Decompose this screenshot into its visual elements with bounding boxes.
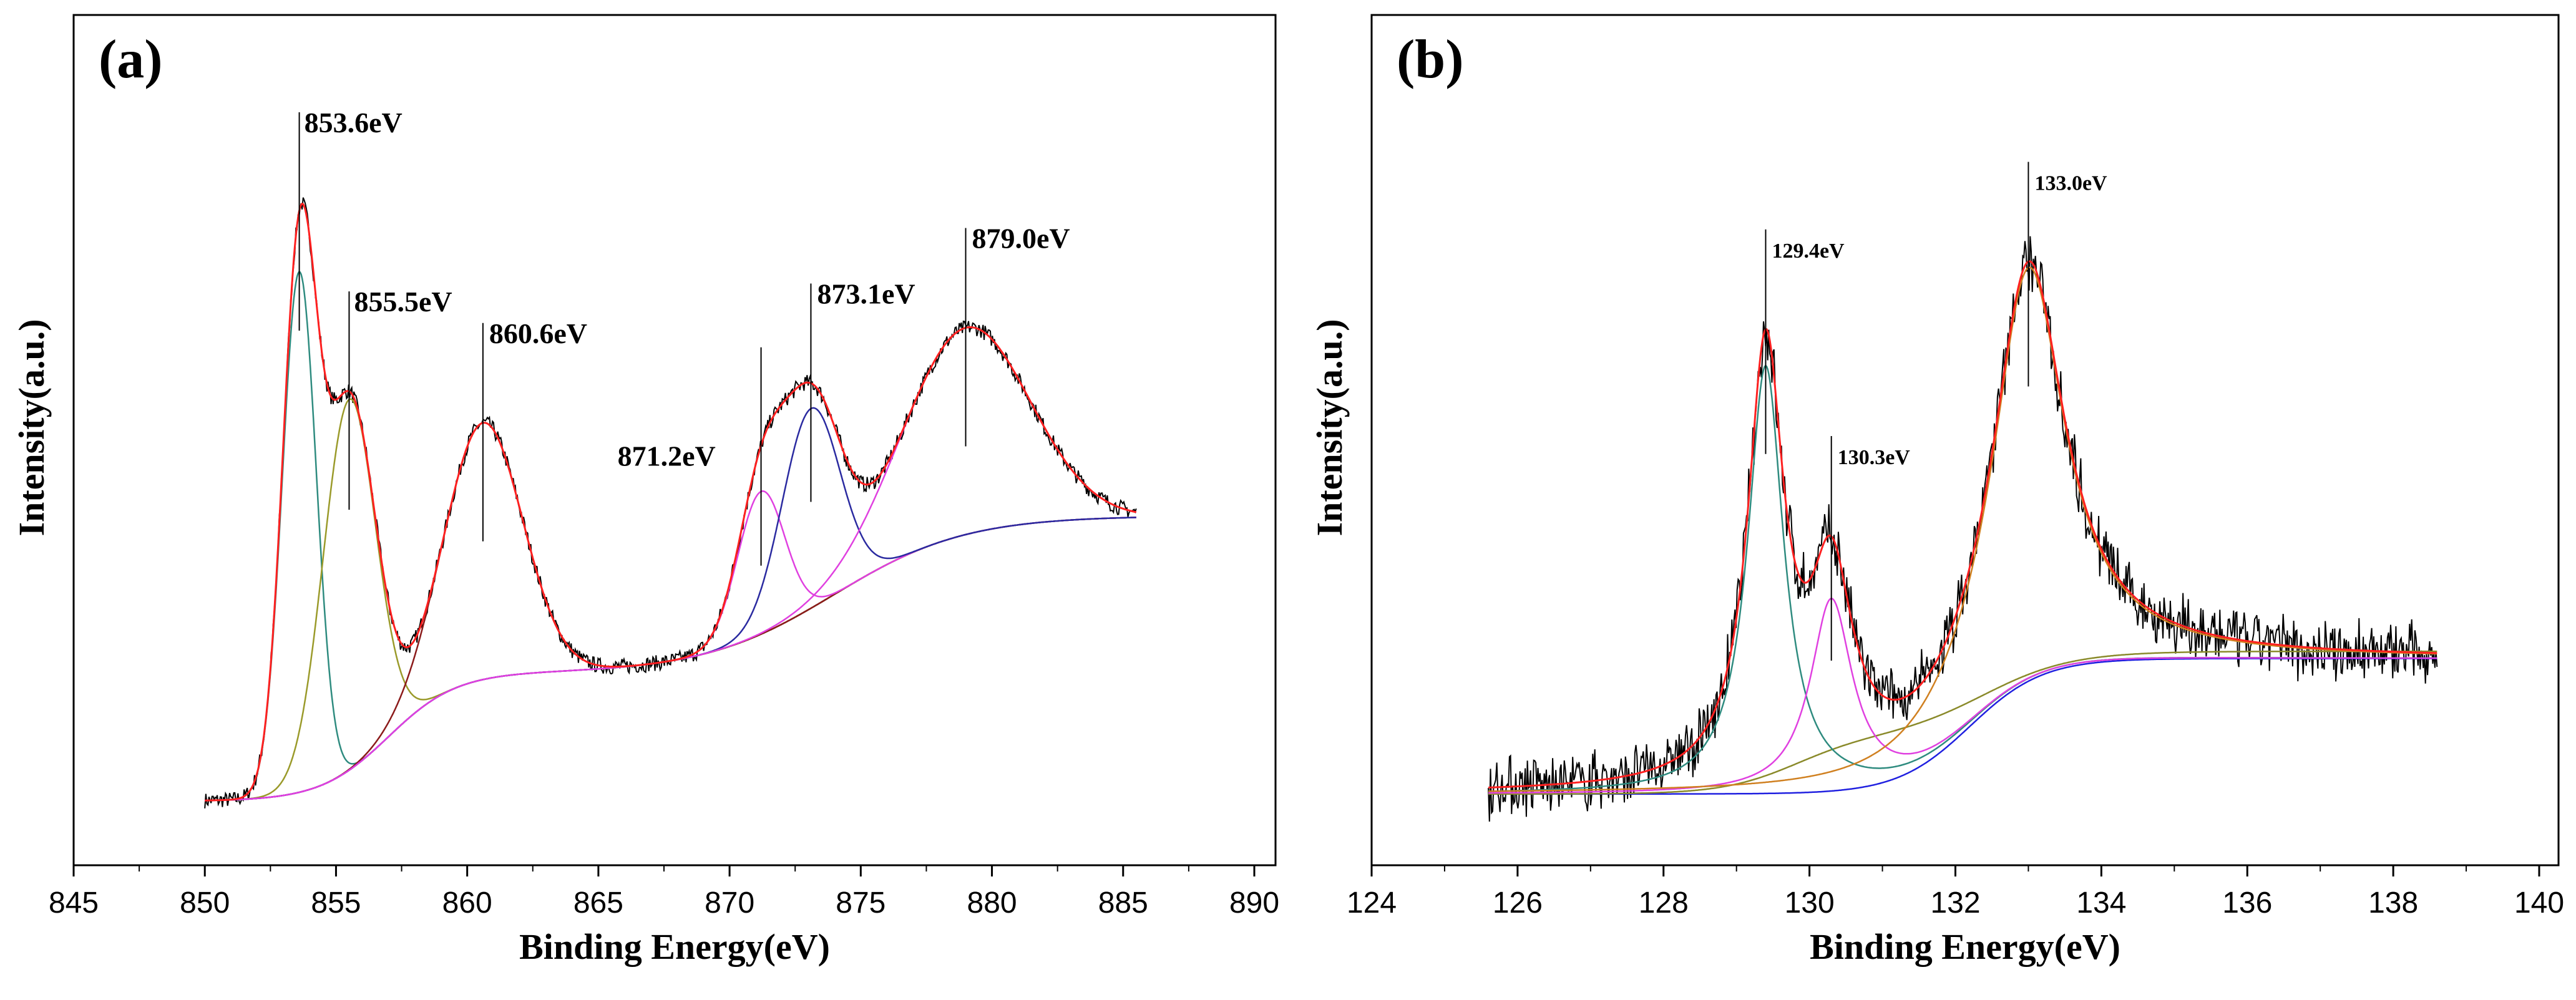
peak-label: 853.6eV (305, 107, 402, 138)
x-tick-label: 860 (442, 886, 492, 920)
peak-label: 871.2eV (618, 440, 716, 472)
peak-label: 855.5eV (354, 286, 452, 318)
component-peak-871.2 (205, 490, 1136, 802)
component-peak-879.0 (205, 326, 1137, 802)
x-tick-label: 134 (2076, 886, 2126, 920)
shirley-line (1488, 650, 2437, 795)
x-tick-label: 870 (705, 886, 754, 920)
x-tick-label: 855 (311, 886, 361, 920)
peak-label: 873.1eV (817, 278, 915, 310)
component-peak-130.3 (1488, 598, 2437, 794)
x-tick-label: 136 (2222, 886, 2272, 920)
x-tick-label: 885 (1098, 886, 1148, 920)
x-tick-label: 124 (1347, 886, 1397, 920)
x-tick-label: 845 (49, 886, 99, 920)
x-tick-label: 865 (573, 886, 623, 920)
x-axis-title: Binding Energy(eV) (1810, 926, 2120, 967)
panel-tag: (a) (99, 29, 163, 90)
x-axis-title: Binding Energy(eV) (519, 926, 830, 967)
x-tick-label: 850 (180, 886, 230, 920)
x-tick-label: 880 (967, 886, 1017, 920)
panel-b: (b) 124 126 128 130 132 134 136 138 140 Binding En… (1309, 14, 2564, 967)
peak-label: 860.6eV (489, 318, 587, 349)
component-peak-860.6 (205, 422, 1136, 802)
panel-a: (a) 845 850 855 860 865 870 875 880 885 890 Binding… (11, 14, 1279, 967)
x-tick-label: 132 (1930, 886, 1980, 920)
component-peak-129.4 (1488, 364, 2437, 792)
x-tick-label: 140 (2514, 886, 2564, 920)
y-axis-title: Intensity(a.u.) (11, 319, 52, 536)
x-tick-label: 138 (2368, 886, 2418, 920)
peak-label: 129.4eV (1772, 240, 1845, 263)
component-peak-853.6 (205, 271, 1136, 802)
x-tick-label: 126 (1493, 886, 1543, 920)
peak-label: 133.0eV (2034, 172, 2107, 195)
peak-label: 130.3eV (1838, 446, 1911, 469)
raw-spectrum-line (1488, 236, 2438, 822)
y-axis-title: Intensity(a.u.) (1309, 319, 1350, 536)
x-tick-label: 890 (1229, 886, 1279, 920)
envelope-line (205, 202, 1137, 802)
x-tick-label: 130 (1785, 886, 1835, 920)
raw-spectrum-line (204, 197, 1137, 808)
peak-label: 879.0eV (972, 223, 1070, 255)
plot-frame (1370, 14, 2560, 867)
x-tick-label: 128 (1639, 886, 1689, 920)
envelope-line (1488, 260, 2437, 789)
component-peak-133.0 (1488, 266, 2437, 792)
plot-frame (72, 14, 1277, 867)
panel-tag: (b) (1397, 29, 1464, 90)
x-tick-label: 875 (836, 886, 886, 920)
